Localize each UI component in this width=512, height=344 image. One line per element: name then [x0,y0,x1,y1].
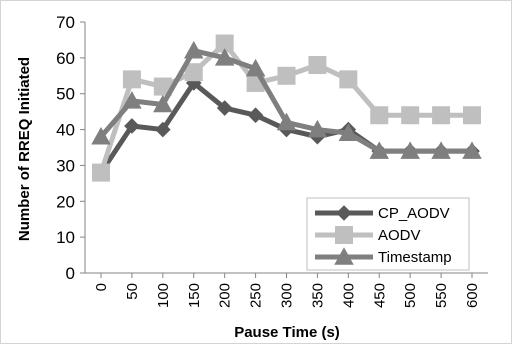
data-point-cp-aodv [155,121,171,138]
data-point-cp-aodv [124,118,140,134]
x-tick-label: 100 [155,283,172,308]
data-point-aodv [432,106,451,125]
series-timestamp [91,40,482,159]
legend-label-timestamp: Timestamp [378,249,452,266]
data-point-timestamp [245,58,266,77]
x-tick-label: 250 [248,283,265,308]
data-point-timestamp [153,94,173,113]
data-point-timestamp [276,112,297,131]
data-point-timestamp [214,48,235,66]
y-tick-label: 60 [56,49,75,68]
data-point-aodv [370,106,389,125]
data-point-timestamp [462,141,482,159]
y-axis-ticks: 0 10 20 30 40 50 60 70 [56,13,85,283]
y-axis-title: Number of RREQ Initiated [16,57,33,241]
legend-marker-aodv [335,226,353,244]
data-point-aodv [122,70,141,89]
data-point-timestamp [184,40,204,59]
x-axis-ticks: 0 50 100 150 200 250 300 350 400 450 500 550 600 [93,273,481,308]
data-point-aodv [308,56,327,75]
data-point-aodv [463,106,481,125]
series-layer [91,34,482,182]
x-tick-label: 0 [93,283,110,291]
legend-marker-timestamp [334,247,354,265]
data-point-aodv [92,163,110,182]
x-tick-label: 50 [124,283,141,300]
data-point-timestamp [338,123,359,141]
y-tick-label: 50 [56,85,75,104]
data-point-aodv [339,70,358,89]
data-point-cp-aodv [247,107,264,124]
x-tick-label: 150 [186,283,203,308]
y-tick-label: 30 [56,156,75,175]
data-point-timestamp [431,141,451,159]
legend: CP_AODV AODV Timestamp [306,197,470,271]
data-point-timestamp [400,141,420,159]
y-tick-label: 40 [56,121,75,140]
legend-label-cp-aodv: CP_AODV [378,205,450,222]
data-point-aodv [277,66,296,85]
y-tick-label: 0 [66,264,75,283]
y-tick-label: 20 [56,192,75,211]
data-point-aodv [401,106,420,125]
data-point-cp-aodv [216,100,233,116]
x-tick-label: 600 [464,283,481,308]
y-tick-label: 10 [56,228,75,247]
x-tick-label: 300 [279,283,296,308]
x-tick-label: 450 [371,283,388,308]
legend-marker-cp-aodv [336,205,352,221]
data-point-timestamp [307,119,328,138]
data-point-timestamp [122,91,142,109]
series-aodv [92,34,481,182]
legend-label-aodv: AODV [378,227,421,244]
data-point-aodv [184,63,203,82]
data-point-timestamp [91,126,111,145]
x-tick-label: 200 [217,283,234,308]
data-point-aodv [215,34,234,53]
x-tick-label: 550 [433,283,450,308]
x-axis-title: Pause Time (s) [234,324,340,341]
x-tick-label: 350 [309,283,326,308]
x-tick-label: 400 [340,283,357,308]
data-point-aodv [153,77,172,96]
y-tick-label: 70 [56,13,75,32]
data-point-timestamp [369,141,389,159]
x-tick-label: 500 [402,283,419,308]
